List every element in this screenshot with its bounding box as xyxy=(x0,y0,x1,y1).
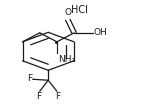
Text: F: F xyxy=(36,92,41,101)
Text: O: O xyxy=(64,8,71,17)
Text: F: F xyxy=(55,92,60,101)
Text: OH: OH xyxy=(94,28,107,37)
Text: NH₂: NH₂ xyxy=(59,55,76,64)
Text: HCl: HCl xyxy=(71,5,88,15)
Text: F: F xyxy=(27,74,32,83)
